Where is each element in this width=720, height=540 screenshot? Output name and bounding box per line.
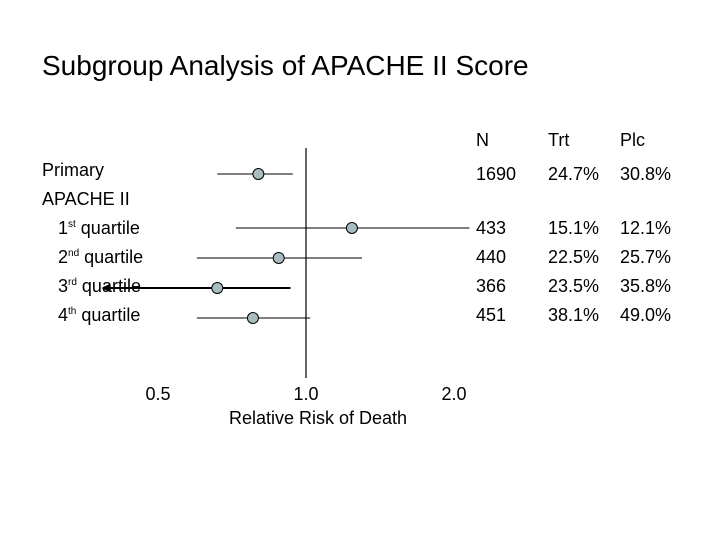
row-label-q4: 4th quartile xyxy=(58,305,140,326)
trt-q3: 23.5% xyxy=(548,276,600,296)
n-q4: 451 xyxy=(476,305,507,325)
ordinal-number: 1 xyxy=(58,218,69,238)
plc-q4: 49.0% xyxy=(620,305,672,325)
n-q3: 366 xyxy=(476,276,507,296)
ordinal-suffix: rd xyxy=(68,277,77,288)
header-n: N xyxy=(476,130,489,150)
point-estimate-marker xyxy=(211,282,224,294)
quartile-word: quartile xyxy=(79,247,144,267)
point-estimate-marker xyxy=(345,222,358,234)
n-q1: 433 xyxy=(476,218,507,238)
quartile-word: quartile xyxy=(81,276,141,296)
plc-q2: 25.7% xyxy=(620,247,672,267)
x-tick-label: 1.0 xyxy=(293,384,318,404)
ordinal-number: 3 xyxy=(58,276,69,296)
quartile-word: quartile xyxy=(75,218,140,238)
point-estimate-marker xyxy=(246,312,259,324)
x-axis-label: Relative Risk of Death xyxy=(229,408,407,428)
plc-q1: 12.1% xyxy=(620,218,672,238)
plc-q3: 35.8% xyxy=(620,276,672,296)
plc-primary: 30.8% xyxy=(620,164,672,184)
trt-q4: 38.1% xyxy=(548,305,600,325)
ci-arrow-head xyxy=(101,284,110,292)
row-label-q3: 3rd quartile xyxy=(58,276,141,297)
trt-q1: 15.1% xyxy=(548,218,600,238)
ordinal-number: 4 xyxy=(58,305,69,325)
ordinal-suffix: th xyxy=(68,306,77,317)
n-primary: 1690 xyxy=(476,164,517,184)
group-label-apache: APACHE II xyxy=(42,189,130,209)
point-estimate-marker xyxy=(252,168,265,180)
x-tick-label: 0.5 xyxy=(145,384,170,404)
n-q2: 440 xyxy=(476,247,507,267)
slide-title: Subgroup Analysis of APACHE II Score xyxy=(42,50,529,81)
point-estimate-marker xyxy=(272,252,285,264)
ordinal-number: 2 xyxy=(58,247,69,267)
ordinal-suffix: st xyxy=(68,219,76,230)
row-label-q2: 2nd quartile xyxy=(58,247,143,268)
trt-q2: 22.5% xyxy=(548,247,600,267)
quartile-word: quartile xyxy=(76,305,141,325)
trt-primary: 24.7% xyxy=(548,164,600,184)
row-label-primary: Primary xyxy=(42,160,104,180)
header-trt: Trt xyxy=(548,130,570,150)
ordinal-suffix: nd xyxy=(68,248,80,259)
header-plc: Plc xyxy=(620,130,646,150)
row-label-q1: 1st quartile xyxy=(58,218,140,239)
x-tick-label: 2.0 xyxy=(441,384,466,404)
